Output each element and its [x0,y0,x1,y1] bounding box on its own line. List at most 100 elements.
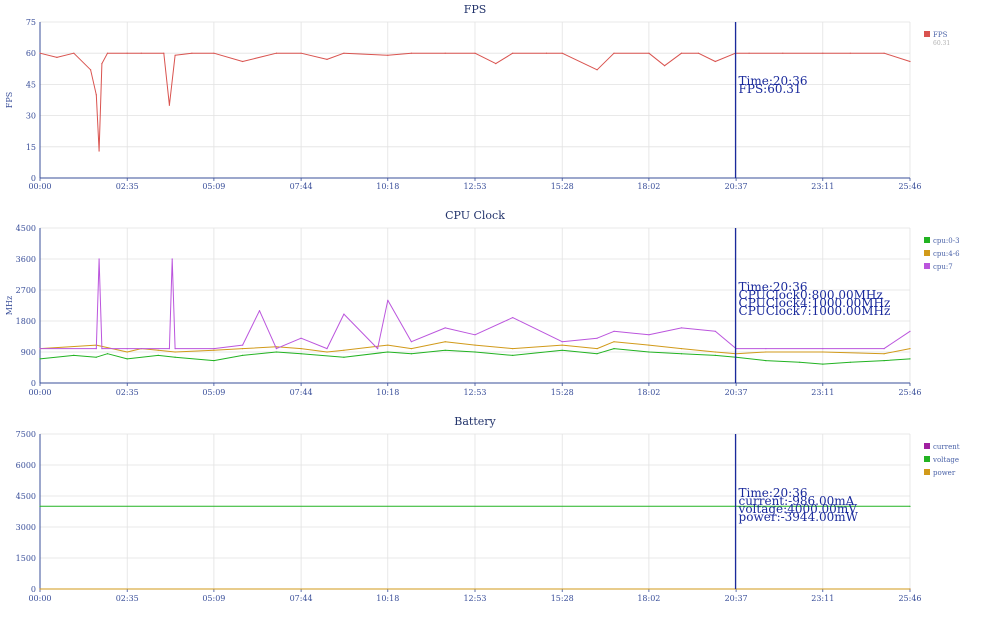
data-point [410,341,412,343]
x-tick-label: 00:00 [28,594,51,603]
x-tick-label: 05:09 [202,182,225,191]
x-tick-label: 18:02 [637,388,660,397]
data-point [106,52,109,54]
cursor-readout: power:-3944.00mW [739,510,859,524]
data-point [126,52,128,54]
data-point [106,353,109,355]
data-point [822,363,824,365]
data-point [909,348,911,350]
y-tick-label: 4500 [16,224,36,233]
data-point [512,317,514,319]
legend-label: cpu:0-3 [933,237,960,245]
x-tick-label: 20:37 [725,594,748,603]
data-point [387,344,389,346]
legend-item[interactable]: cpu:0-3 [924,237,960,245]
data-point [909,60,911,63]
data-point [714,330,716,332]
data-point [174,356,176,358]
data-point [343,313,345,315]
x-tick-label: 10:18 [376,182,399,191]
cursor-readout: CPUClock0:800.00MHz [739,288,883,302]
data-point [680,52,683,54]
data-point [613,330,615,332]
legend-swatch [924,456,930,462]
data-point [326,351,328,353]
legend-swatch [924,469,930,475]
x-tick-label: 02:35 [116,388,139,397]
x-tick-label: 23:11 [811,182,834,191]
data-point [98,150,100,152]
legend-item[interactable]: current [924,443,960,451]
data-point [387,299,389,301]
data-point [343,349,345,351]
data-point [174,54,176,56]
x-tick-label: 12:53 [463,388,486,397]
data-point [765,351,767,353]
data-point [613,341,615,343]
data-point [174,351,176,353]
legend-item[interactable]: power [924,469,956,477]
data-point [822,348,824,350]
data-point [596,348,598,350]
legend-item[interactable]: cpu:4-6 [924,250,960,258]
data-point [613,52,615,54]
data-point [596,337,598,339]
data-point [39,505,41,507]
chart-panel-fps: FPS 0 15 30 45 60 75 00:00 02:35 05:09 07:44 10:18 1… [5,3,950,191]
data-point [561,344,563,346]
data-point [883,52,885,54]
data-point [849,361,851,363]
x-tick-label: 02:35 [116,594,139,603]
data-point [126,358,128,360]
data-point [275,52,277,54]
legend-swatch [924,237,930,243]
data-point [258,310,261,312]
data-point [171,258,173,260]
data-point [822,52,824,54]
legend-swatch [924,263,930,269]
data-point [474,334,476,336]
y-axis-label: MHz [5,296,14,315]
data-point [680,327,683,329]
legend-swatch [924,443,930,449]
data-point [545,52,548,54]
data-point [648,52,650,54]
data-point [765,360,767,362]
data-point [98,258,100,260]
data-point [697,52,700,54]
legend-label: current [933,443,960,451]
x-tick-label: 12:53 [463,594,486,603]
data-point [163,52,165,54]
legend-item[interactable]: cpu:7 [924,263,953,271]
data-point [326,348,328,350]
chart-panel-cpu: CPU Clock 0 900 1800 2700 3600 4500 00:00 02:35 0… [5,209,960,397]
data-point [561,349,563,351]
data-point [444,349,446,351]
y-axis-label: FPS [5,92,14,108]
legend-item[interactable]: voltage [924,456,959,464]
x-tick-label: 02:35 [116,182,139,191]
data-point [714,354,716,356]
legend-swatch [924,250,930,256]
cursor-readout: current:-986.00mA [739,494,855,508]
legend-label: cpu:7 [933,263,953,271]
data-point [561,341,563,343]
data-point [410,348,412,350]
y-tick-label: 0 [31,585,36,594]
x-tick-label: 07:44 [290,594,313,603]
data-point [300,353,302,355]
cursor-readout: Time:20:36 [739,486,808,500]
data-point [909,588,911,590]
data-point [73,52,75,54]
data-point [56,56,58,59]
data-point [387,54,389,56]
data-point [909,358,911,360]
chart-title: CPU Clock [445,209,505,222]
data-point [95,356,97,358]
x-tick-label: 25:46 [898,182,921,191]
data-point [765,348,767,350]
x-tick-label: 23:11 [811,594,834,603]
cursor-readout: voltage:4000.00mV [738,502,858,516]
x-tick-label: 18:02 [637,594,660,603]
